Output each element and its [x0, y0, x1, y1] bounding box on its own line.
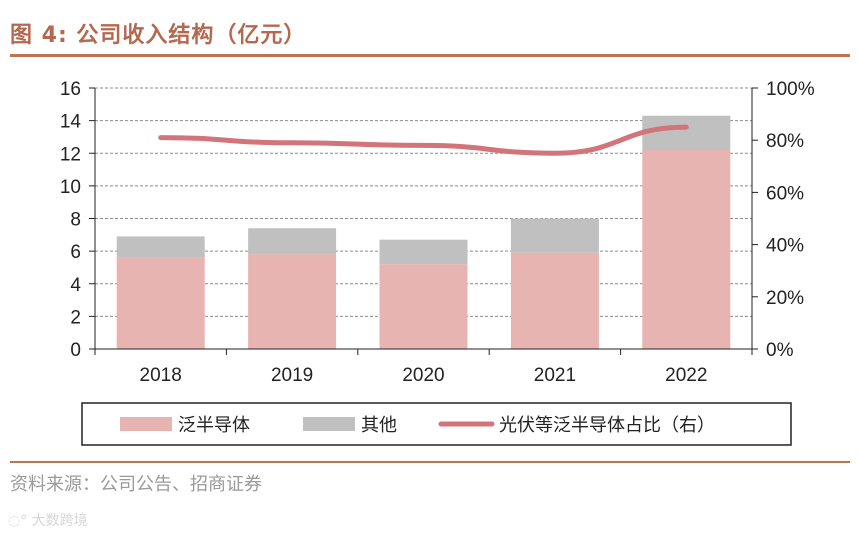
x-tick-label: 2022: [665, 365, 707, 386]
y-right-tick-label: 80%: [766, 131, 804, 152]
y-right-tick-label: 60%: [766, 183, 804, 204]
legend-label-other: 其他: [361, 415, 397, 436]
x-tick-label: 2019: [271, 365, 313, 386]
y-left-tick-label: 6: [70, 242, 81, 263]
x-tick-label: 2018: [140, 365, 182, 386]
legend-box: [81, 402, 792, 446]
y-right-tick-label: 0%: [766, 340, 794, 361]
x-tick-labels: 2018 2019 2020 2021 2022: [140, 365, 708, 386]
share-line: [158, 124, 689, 156]
bar-other-2019: [248, 228, 337, 255]
y-left-tick-label: 2: [70, 307, 81, 328]
bar-other-2022: [642, 115, 731, 150]
y-right-tick-label: 100%: [766, 79, 815, 100]
legend-label-share: 光伏等泛半导体占比（右）: [499, 415, 715, 436]
y-left-tick-label: 16: [60, 79, 81, 100]
source-note: 资料来源：公司公告、招商证券: [10, 474, 262, 495]
y-left-tick-label: 10: [60, 177, 81, 198]
bar-series: [116, 115, 731, 349]
x-tick-label: 2020: [402, 365, 444, 386]
bar-semiconductor-2018: [116, 257, 205, 349]
bar-semiconductor-2022: [642, 149, 731, 349]
y-left-tick-labels: 0 2 4 6 8 10 12 14 16: [60, 79, 82, 361]
watermark: ◌° 大数跨境: [8, 510, 88, 530]
bar-other-2021: [510, 218, 599, 253]
y-left-tick-label: 12: [60, 144, 81, 165]
share-line-series: [158, 124, 689, 156]
y-left-tick-label: 0: [70, 340, 81, 361]
y-right-tick-label: 20%: [766, 288, 804, 309]
legend-swatch-other: [303, 417, 355, 431]
legend: 泛半导体 其他 光伏等泛半导体占比（右）: [81, 402, 792, 446]
legend-label-semiconductor: 泛半导体: [178, 415, 250, 436]
y-left-tick-label: 8: [70, 210, 81, 231]
bar-other-2018: [116, 236, 205, 258]
watermark-logo-icon: ◌°: [8, 513, 28, 529]
watermark-text: 大数跨境: [31, 513, 88, 529]
y-left-tick-label: 4: [70, 275, 81, 296]
y-left-tick-label: 14: [60, 112, 82, 133]
x-tick-label: 2021: [534, 365, 576, 386]
bar-semiconductor-2019: [248, 254, 337, 349]
legend-swatch-semiconductor: [120, 417, 172, 431]
axes: [89, 87, 758, 355]
y-right-tick-labels: 0% 20% 40% 60% 80% 100%: [766, 79, 815, 361]
bar-semiconductor-2021: [510, 252, 599, 349]
bar-semiconductor-2020: [379, 264, 468, 349]
footer-rule: [10, 461, 850, 463]
bar-other-2020: [379, 239, 468, 265]
page-title: 图 4: 公司收入结构（亿元）: [10, 23, 307, 48]
y-right-tick-label: 40%: [766, 236, 804, 257]
title-rule: [10, 54, 850, 57]
